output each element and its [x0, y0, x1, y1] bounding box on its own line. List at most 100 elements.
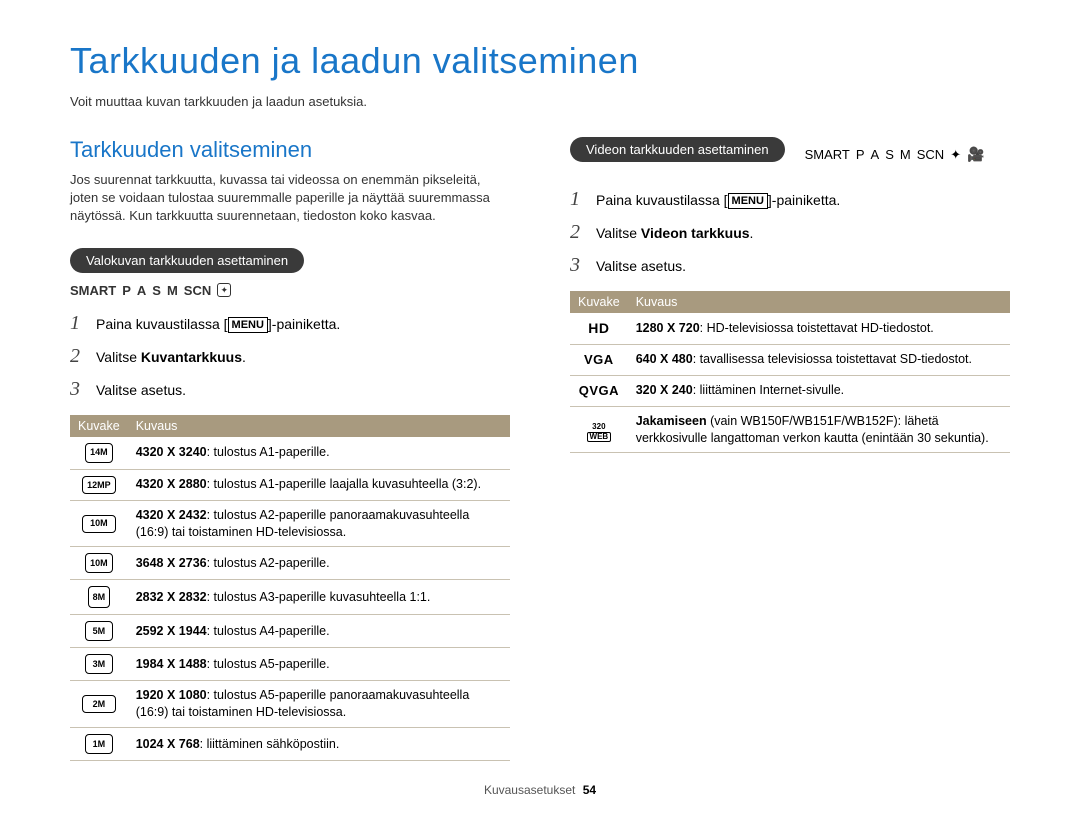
- resolution-icon: 1M: [85, 734, 113, 754]
- step-num: 2: [70, 345, 86, 368]
- table-row: QVGA320 X 240: liittäminen Internet-sivu…: [570, 375, 1010, 406]
- table-row: 14M 4320 X 3240: tulostus A1-paperille.: [70, 437, 510, 470]
- resolution-desc-cell: 1920 X 1080: tulostus A5-paperille panor…: [128, 681, 510, 728]
- step-1-right: 1 Paina kuvaustilassa [MENU]-painiketta.: [570, 188, 1010, 211]
- mode-m: M: [167, 283, 178, 298]
- mode-video-icon: 🎥: [967, 146, 984, 163]
- resolution-icon-cell: 1M: [70, 728, 128, 761]
- mode-dual-icon: ✦: [950, 147, 961, 163]
- table-row: 3M 1984 X 1488: tulostus A5-paperille.: [70, 648, 510, 681]
- video-icon-cell: VGA: [570, 344, 628, 375]
- resolution-desc-cell: 4320 X 2880: tulostus A1-paperille laaja…: [128, 469, 510, 500]
- table-row: 5M 2592 X 1944: tulostus A4-paperille.: [70, 615, 510, 648]
- resolution-icon: 12MP: [82, 476, 116, 494]
- table-row: 12MP 4320 X 2880: tulostus A1-paperille l…: [70, 469, 510, 500]
- step-text: Valitse Kuvantarkkuus.: [96, 349, 246, 365]
- resolution-desc-cell: 4320 X 2432: tulostus A2-paperille panor…: [128, 500, 510, 547]
- resolution-icon: 3M: [85, 654, 113, 674]
- table-header-icon: Kuvake: [570, 291, 628, 313]
- resolution-desc-cell: 1024 X 768: liittäminen sähköpostiin.: [128, 728, 510, 761]
- mode-icons-right: SMART P A S M SCN ✦ 🎥: [805, 146, 985, 163]
- right-column: Videon tarkkuuden asettaminen SMART P A …: [570, 137, 1010, 761]
- steps-left: 1 Paina kuvaustilassa [MENU]-painiketta.…: [70, 312, 510, 401]
- step-num: 2: [570, 221, 586, 244]
- page-intro: Voit muuttaa kuvan tarkkuuden ja laadun …: [70, 94, 1010, 109]
- table-row: 8M 2832 X 2832: tulostus A3-paperille kuv…: [70, 580, 510, 615]
- mode-p: P: [122, 283, 131, 298]
- resolution-icon-cell: 10M: [70, 500, 128, 547]
- mode-dual-icon: ✦: [217, 283, 231, 297]
- video-icon-cell: QVGA: [570, 375, 628, 406]
- mode-smart: SMART: [70, 283, 116, 298]
- resolution-icon: 10M: [85, 553, 113, 573]
- step-text: Paina kuvaustilassa [MENU]-painiketta.: [596, 192, 840, 209]
- resolution-desc-cell: 2832 X 2832: tulostus A3-paperille kuvas…: [128, 580, 510, 615]
- step-num: 1: [70, 312, 86, 335]
- table-row: 320WEB Jakamiseen (vain WB150F/WB151F/WB1…: [570, 406, 1010, 453]
- web-share-icon: 320WEB: [587, 423, 612, 442]
- step-2-left: 2 Valitse Kuvantarkkuus.: [70, 345, 510, 368]
- two-column-layout: Tarkkuuden valitseminen Jos suurennat ta…: [70, 137, 1010, 761]
- step-num: 3: [70, 378, 86, 401]
- steps-right: 1 Paina kuvaustilassa [MENU]-painiketta.…: [570, 188, 1010, 277]
- mode-s: S: [885, 147, 894, 162]
- resolution-icon-cell: 3M: [70, 648, 128, 681]
- photo-resolution-table: Kuvake Kuvaus 14M 4320 X 3240: tulostus A…: [70, 415, 510, 762]
- resolution-desc-cell: 4320 X 3240: tulostus A1-paperille.: [128, 437, 510, 470]
- table-row: VGA 640 X 480: tavallisessa televisiossa …: [570, 344, 1010, 375]
- table-row: 1M 1024 X 768: liittäminen sähköpostiin.: [70, 728, 510, 761]
- resolution-icon-cell: 10M: [70, 547, 128, 580]
- resolution-desc-cell: 2592 X 1944: tulostus A4-paperille.: [128, 615, 510, 648]
- resolution-icon-cell: 14M: [70, 437, 128, 470]
- mode-scn: SCN: [917, 147, 944, 162]
- page-footer: Kuvausasetukset 54: [0, 783, 1080, 797]
- step-text: Valitse asetus.: [596, 258, 686, 274]
- video-format-icon: QVGA: [579, 383, 619, 398]
- resolution-desc-cell: 1984 X 1488: tulostus A5-paperille.: [128, 648, 510, 681]
- resolution-icon: 5M: [85, 621, 113, 641]
- mode-s: S: [152, 283, 161, 298]
- mode-smart: SMART: [805, 147, 850, 162]
- resolution-icon-cell: 5M: [70, 615, 128, 648]
- resolution-icon: 10M: [82, 515, 116, 533]
- table-row: 2M 1920 X 1080: tulostus A5-paperille pan…: [70, 681, 510, 728]
- step-3-right: 3 Valitse asetus.: [570, 254, 1010, 277]
- menu-button-icon: MENU: [228, 317, 268, 333]
- resolution-icon-cell: 2M: [70, 681, 128, 728]
- mode-icons-left: SMART P A S M SCN ✦: [70, 283, 510, 298]
- footer-section: Kuvausasetukset: [484, 783, 575, 797]
- resolution-icon: 2M: [82, 695, 116, 713]
- resolution-desc-cell: 3648 X 2736: tulostus A2-paperille.: [128, 547, 510, 580]
- section-heading-left: Tarkkuuden valitseminen: [70, 137, 510, 163]
- step-2-right: 2 Valitse Videon tarkkuus.: [570, 221, 1010, 244]
- video-resolution-table: Kuvake Kuvaus HD1280 X 720: HD-televisio…: [570, 291, 1010, 453]
- step-1-left: 1 Paina kuvaustilassa [MENU]-painiketta.: [70, 312, 510, 335]
- table-row: 10M 4320 X 2432: tulostus A2-paperille pa…: [70, 500, 510, 547]
- resolution-icon: 14M: [85, 443, 113, 463]
- video-icon-cell: HD: [570, 313, 628, 344]
- mode-a: A: [871, 147, 880, 162]
- resolution-icon-cell: 8M: [70, 580, 128, 615]
- step-num: 3: [570, 254, 586, 277]
- subsection-pill-photo: Valokuvan tarkkuuden asettaminen: [70, 248, 304, 273]
- table-header-icon: Kuvake: [70, 415, 128, 437]
- step-text: Valitse asetus.: [96, 382, 186, 398]
- table-row: HD1280 X 720: HD-televisiossa toistettav…: [570, 313, 1010, 344]
- table-header-desc: Kuvaus: [128, 415, 510, 437]
- resolution-icon: 8M: [88, 586, 110, 608]
- table-row: 10M 3648 X 2736: tulostus A2-paperille.: [70, 547, 510, 580]
- left-column: Tarkkuuden valitseminen Jos suurennat ta…: [70, 137, 510, 761]
- step-text: Valitse Videon tarkkuus.: [596, 225, 753, 241]
- mode-a: A: [137, 283, 146, 298]
- video-desc-cell: 1280 X 720: HD-televisiossa toistettavat…: [628, 313, 1010, 344]
- section-body-left: Jos suurennat tarkkuutta, kuvassa tai vi…: [70, 171, 510, 226]
- step-3-left: 3 Valitse asetus.: [70, 378, 510, 401]
- video-format-icon: VGA: [584, 352, 614, 367]
- video-desc-cell: 640 X 480: tavallisessa televisiossa toi…: [628, 344, 1010, 375]
- table-header-desc: Kuvaus: [628, 291, 1010, 313]
- video-icon-cell: 320WEB: [570, 406, 628, 453]
- step-text: Paina kuvaustilassa [MENU]-painiketta.: [96, 316, 340, 333]
- footer-page-number: 54: [583, 783, 596, 797]
- video-desc-cell: Jakamiseen (vain WB150F/WB151F/WB152F): …: [628, 406, 1010, 453]
- menu-button-icon: MENU: [728, 193, 768, 209]
